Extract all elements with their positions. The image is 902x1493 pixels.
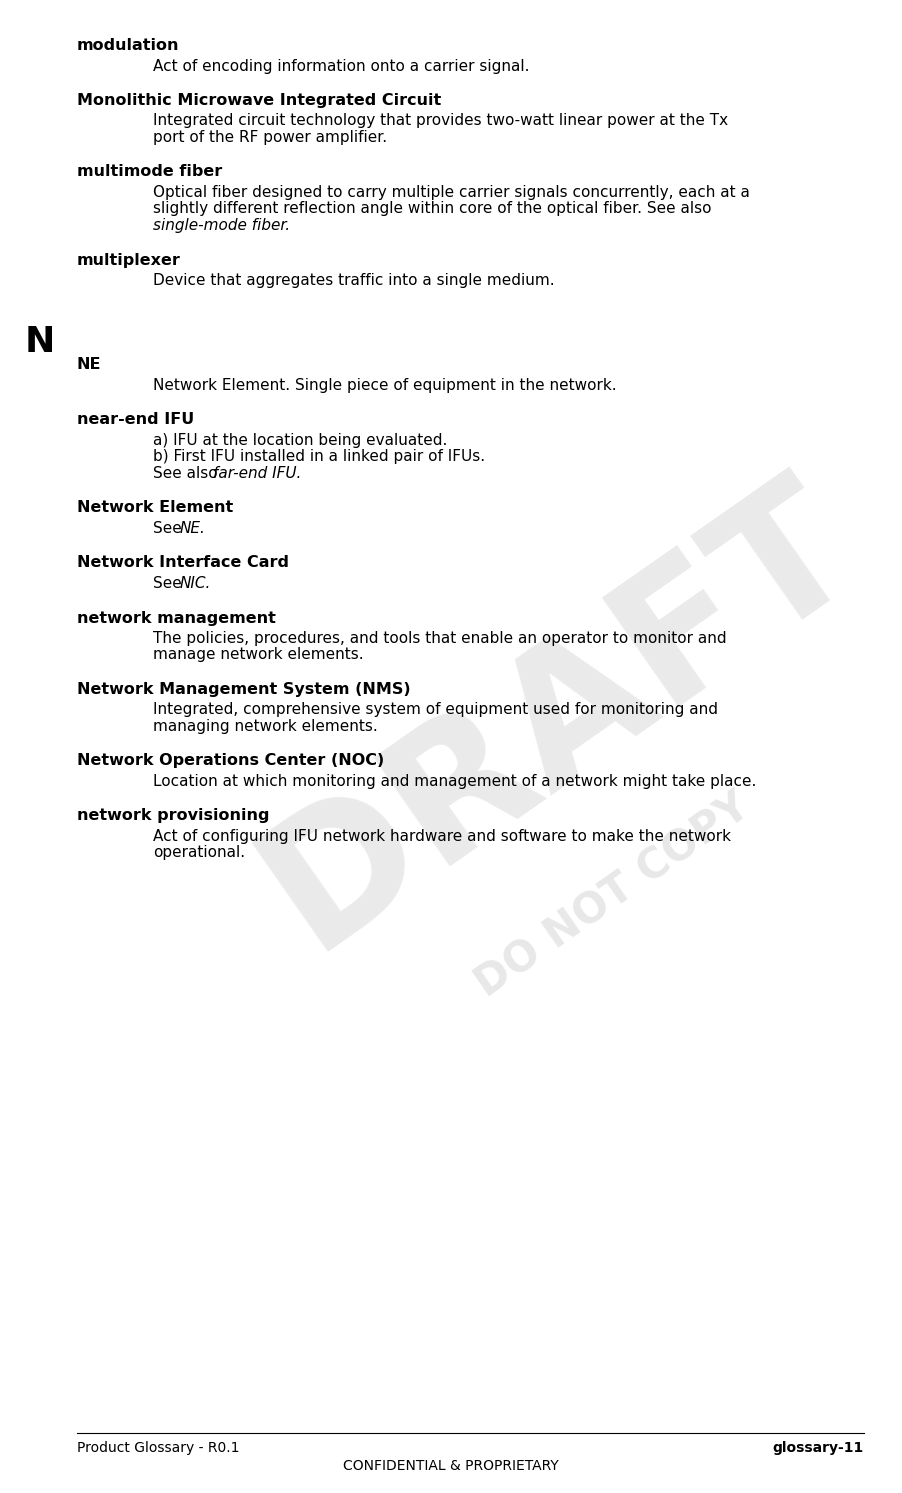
Text: DO NOT COPY: DO NOT COPY <box>468 785 759 1006</box>
Text: glossary-11: glossary-11 <box>773 1441 864 1456</box>
Text: slightly different reflection angle within core of the optical fiber. See also: slightly different reflection angle with… <box>153 202 712 216</box>
Text: network management: network management <box>77 611 276 626</box>
Text: NE.: NE. <box>179 521 206 536</box>
Text: multiplexer: multiplexer <box>77 252 181 267</box>
Text: DRAFT: DRAFT <box>232 451 887 982</box>
Text: b) First IFU installed in a linked pair of IFUs.: b) First IFU installed in a linked pair … <box>153 449 485 464</box>
Text: CONFIDENTIAL & PROPRIETARY: CONFIDENTIAL & PROPRIETARY <box>343 1459 559 1474</box>
Text: See: See <box>153 521 187 536</box>
Text: N: N <box>24 325 55 360</box>
Text: Integrated circuit technology that provides two-watt linear power at the Tx: Integrated circuit technology that provi… <box>153 113 728 128</box>
Text: multimode fiber: multimode fiber <box>77 164 222 179</box>
Text: The policies, procedures, and tools that enable an operator to monitor and: The policies, procedures, and tools that… <box>153 632 727 646</box>
Text: Location at which monitoring and management of a network might take place.: Location at which monitoring and managem… <box>153 773 757 788</box>
Text: managing network elements.: managing network elements. <box>153 720 378 735</box>
Text: Network Interface Card: Network Interface Card <box>77 555 289 570</box>
Text: See: See <box>153 576 187 591</box>
Text: modulation: modulation <box>77 37 179 52</box>
Text: network provisioning: network provisioning <box>77 809 270 824</box>
Text: Act of encoding information onto a carrier signal.: Act of encoding information onto a carri… <box>153 58 529 73</box>
Text: far-end IFU.: far-end IFU. <box>213 466 301 481</box>
Text: operational.: operational. <box>153 845 245 860</box>
Text: Act of configuring IFU network hardware and software to make the network: Act of configuring IFU network hardware … <box>153 829 731 844</box>
Text: a) IFU at the location being evaluated.: a) IFU at the location being evaluated. <box>153 433 447 448</box>
Text: port of the RF power amplifier.: port of the RF power amplifier. <box>153 130 387 145</box>
Text: near-end IFU: near-end IFU <box>77 412 194 427</box>
Text: Network Element. Single piece of equipment in the network.: Network Element. Single piece of equipme… <box>153 378 617 393</box>
Text: Network Element: Network Element <box>77 500 234 515</box>
Text: Device that aggregates traffic into a single medium.: Device that aggregates traffic into a si… <box>153 273 555 288</box>
Text: NIC.: NIC. <box>179 576 211 591</box>
Text: NE: NE <box>77 357 102 372</box>
Text: Integrated, comprehensive system of equipment used for monitoring and: Integrated, comprehensive system of equi… <box>153 703 718 718</box>
Text: Monolithic Microwave Integrated Circuit: Monolithic Microwave Integrated Circuit <box>77 93 441 107</box>
Text: Optical fiber designed to carry multiple carrier signals concurrently, each at a: Optical fiber designed to carry multiple… <box>153 185 750 200</box>
Text: manage network elements.: manage network elements. <box>153 648 364 663</box>
Text: Network Operations Center (NOC): Network Operations Center (NOC) <box>77 754 384 769</box>
Text: See also: See also <box>153 466 223 481</box>
Text: Product Glossary - R0.1: Product Glossary - R0.1 <box>77 1441 240 1456</box>
Text: Network Management System (NMS): Network Management System (NMS) <box>77 682 410 697</box>
Text: single-mode fiber.: single-mode fiber. <box>153 218 290 233</box>
